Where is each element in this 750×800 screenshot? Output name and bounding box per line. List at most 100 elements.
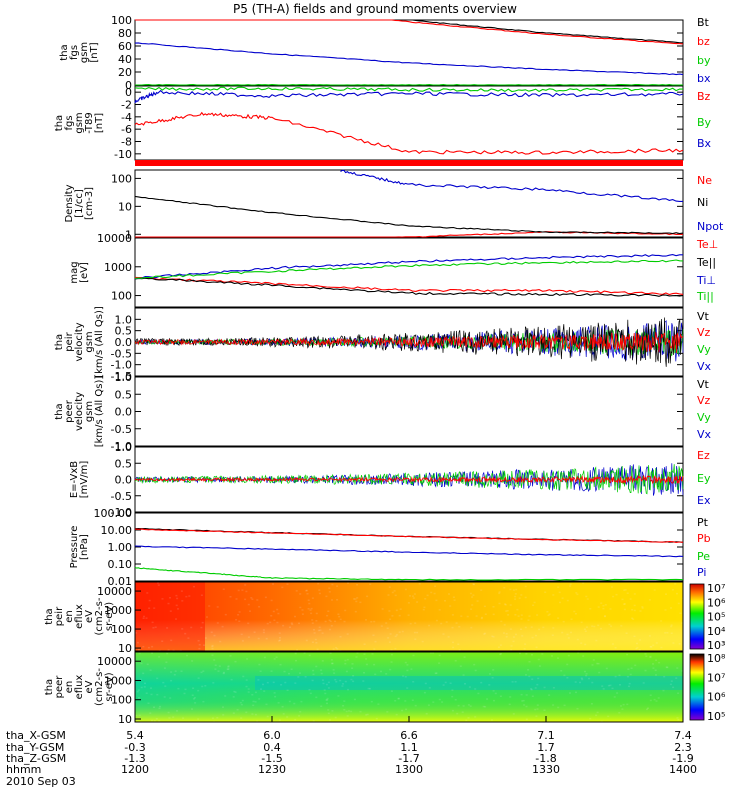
peer_spectrogram-heatmap-cell: [401, 709, 404, 712]
peir_spectrogram-heatmap-cell: [398, 614, 401, 617]
peer_spectrogram-heatmap-cell: [390, 661, 393, 663]
peer_spectrogram-heatmap-cell: [139, 678, 142, 681]
peer_spectrogram-colorbar-label: 10⁷: [707, 671, 725, 684]
peir_spectrogram-heatmap-cell: [523, 648, 526, 650]
peir_spectrogram-heatmap-cell: [585, 595, 588, 598]
peer_spectrogram-heatmap-cell: [138, 714, 141, 717]
peir_spectrogram-heatmap-cell: [388, 641, 391, 643]
peir_spectrogram-heatmap-cell: [566, 599, 569, 602]
peer_spectrogram-heatmap-cell: [274, 695, 277, 698]
peir_spectrogram-heatmap-cell: [492, 613, 495, 616]
peer_spectrogram-heatmap-cell: [551, 655, 553, 657]
peir_spectrogram-heatmap-cell: [317, 582, 320, 585]
peer_spectrogram-heatmap-cell: [404, 661, 407, 664]
peir_spectrogram-heatmap-cell: [145, 617, 148, 619]
peer_spectrogram-heatmap-cell: [263, 656, 266, 659]
peer_spectrogram-heatmap-cell: [622, 703, 625, 706]
peer_spectrogram-heatmap-cell: [164, 685, 167, 687]
peer_spectrogram-heatmap-cell: [149, 669, 152, 671]
peer_spectrogram-heatmap-cell: [193, 697, 196, 699]
peir_spectrogram-heatmap-cell: [473, 583, 475, 586]
peir_spectrogram-heatmap-cell: [623, 589, 626, 591]
peer_spectrogram-heatmap-cell: [247, 688, 250, 690]
peer_spectrogram-heatmap-cell: [412, 681, 415, 683]
peer_spectrogram-heatmap-cell: [183, 692, 186, 695]
peer_spectrogram-heatmap-cell: [552, 704, 555, 706]
density-ylabel-line: [1/cc]: [74, 189, 85, 218]
peir_spectrogram-heatmap-cell: [311, 597, 314, 599]
peer_spectrogram-heatmap-cell: [566, 663, 569, 666]
peer_spectrogram-heatmap-cell: [283, 670, 286, 673]
pressure-legend-3: Pi: [697, 566, 706, 579]
peer_spectrogram-heatmap-cell: [330, 659, 333, 661]
peir_spectrogram-heatmap-cell: [315, 612, 318, 615]
peir_spectrogram-heatmap-cell: [219, 640, 222, 643]
peir_spectrogram-heatmap-cell: [509, 588, 512, 591]
peer_spectrogram-heatmap-cell: [352, 675, 355, 677]
peer_spectrogram-heatmap-cell: [449, 682, 452, 684]
peer_spectrogram-heatmap-cell: [611, 687, 614, 690]
peir_spectrogram-heatmap-cell: [336, 599, 339, 601]
peer_spectrogram-heatmap-cell: [548, 694, 551, 696]
peer_spectrogram-heatmap-cell: [327, 709, 330, 711]
peir_spectrogram-heatmap-cell: [161, 598, 164, 600]
peer_spectrogram-heatmap-cell: [170, 671, 173, 673]
peer_spectrogram-heatmap-cell: [486, 698, 489, 700]
peer_spectrogram-heatmap-cell: [168, 717, 171, 719]
peer_spectrogram-heatmap-cell: [607, 684, 610, 687]
peer_spectrogram-heatmap-cell: [363, 672, 365, 674]
peir_spectrogram-heatmap-cell: [258, 606, 261, 608]
peir_velocity-legend-2: Vy: [697, 343, 711, 356]
peir_spectrogram-heatmap-cell: [597, 624, 600, 627]
peir_spectrogram-heatmap-cell: [386, 627, 389, 629]
peir_spectrogram-heatmap-cell: [636, 642, 638, 645]
peer_spectrogram-heatmap-cell: [331, 662, 334, 665]
peer_spectrogram-heatmap-cell: [653, 698, 656, 701]
peir_velocity-ytick-label: -0.5: [111, 347, 132, 360]
peir_spectrogram-heatmap-cell: [583, 628, 586, 630]
temperature-series-Te||: [134, 277, 684, 297]
density-series-Ni: [134, 195, 684, 235]
peir_spectrogram-heatmap-cell: [181, 628, 184, 630]
peer_spectrogram-heatmap-cell: [226, 721, 229, 724]
peir_velocity-legend-3: Vx: [697, 360, 712, 373]
peir_spectrogram-heatmap-cell: [518, 597, 521, 599]
peir_spectrogram-heatmap-cell: [471, 604, 474, 606]
peir_spectrogram-heatmap-cell: [413, 593, 416, 595]
peer_spectrogram-heatmap-cell: [320, 669, 323, 671]
peir_spectrogram-heatmap-cell: [524, 596, 527, 599]
e_field-ytick-label: 1.0: [115, 441, 133, 454]
peir_spectrogram-heatmap-cell: [548, 613, 551, 615]
peir_spectrogram-heatmap-cell: [451, 614, 454, 616]
peer_spectrogram-heatmap-cell: [619, 684, 621, 686]
peer_spectrogram-heatmap-overlay: [135, 652, 683, 722]
time-axis-tick-label: 2.3: [674, 741, 692, 754]
peer_spectrogram-heatmap-cell: [666, 666, 669, 669]
peir_spectrogram-heatmap-cell: [251, 598, 254, 600]
peer_spectrogram-heatmap-cell: [282, 713, 285, 715]
peer_spectrogram-heatmap-cell: [345, 710, 348, 713]
peir_spectrogram-heatmap-cell: [305, 639, 308, 642]
peer_spectrogram-heatmap-cell: [406, 664, 409, 666]
peir_spectrogram-heatmap-cell: [638, 649, 641, 651]
peer_spectrogram-heatmap-cell: [577, 652, 580, 654]
peer_spectrogram-heatmap-cell: [309, 692, 312, 695]
peir_spectrogram-heatmap-cell: [409, 622, 412, 625]
peir_spectrogram-ylabel-line: peir: [54, 606, 65, 626]
temperature-series-Ti||: [134, 259, 684, 279]
peer_spectrogram-heatmap-cell: [432, 701, 435, 703]
temperature-ylabel-line: [eV]: [79, 262, 90, 283]
peir_spectrogram-heatmap-cell: [503, 624, 506, 626]
peer_spectrogram-heatmap-cell: [519, 652, 521, 655]
peir_spectrogram-heatmap-cell: [235, 619, 238, 621]
peir_spectrogram-heatmap-cell: [317, 629, 320, 632]
peir_spectrogram-heatmap-cell: [339, 618, 342, 621]
peer_spectrogram-heatmap-cell: [299, 672, 301, 674]
peer_spectrogram-heatmap-cell: [406, 687, 409, 689]
peer_spectrogram-heatmap-cell: [260, 688, 262, 690]
peir_spectrogram-heatmap-cell: [277, 612, 280, 615]
peer_spectrogram-heatmap-cell: [482, 705, 485, 708]
peir_spectrogram-heatmap-cell: [597, 606, 600, 608]
peer_spectrogram-heatmap-cell: [204, 685, 207, 687]
peir_spectrogram-heatmap-cell: [466, 615, 469, 618]
